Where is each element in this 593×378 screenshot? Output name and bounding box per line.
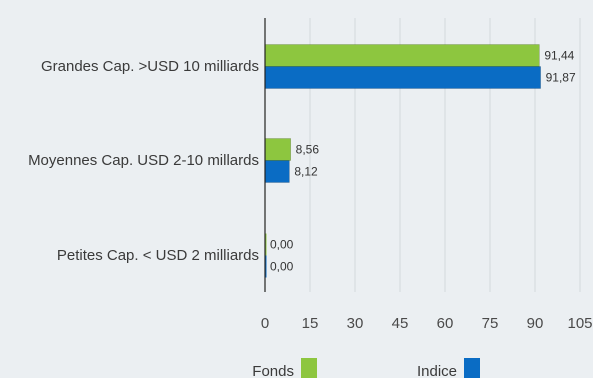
x-tick-label: 0 bbox=[261, 315, 269, 332]
category-label: Grandes Cap. >USD 10 milliards bbox=[41, 58, 259, 75]
bar-indice bbox=[265, 255, 267, 278]
data-label-fonds: 91,44 bbox=[544, 49, 574, 63]
x-tick-label: 30 bbox=[347, 315, 364, 332]
legend-swatch-indice bbox=[464, 358, 480, 378]
bar-fonds bbox=[265, 233, 267, 256]
data-label-fonds: 8,56 bbox=[296, 143, 320, 157]
data-labels: 91,44 91,87 8,56 8,12 0,00 0,00 bbox=[270, 49, 576, 274]
data-label-indice: 8,12 bbox=[294, 165, 318, 179]
x-tick-label: 90 bbox=[527, 315, 544, 332]
legend-swatch-fonds bbox=[301, 358, 317, 378]
bar-indice bbox=[264, 66, 541, 89]
data-label-indice: 91,87 bbox=[546, 71, 576, 85]
x-tick-labels: 0 15 30 45 60 75 90 105 bbox=[261, 315, 593, 332]
bar-fonds bbox=[264, 44, 540, 67]
category-labels: Grandes Cap. >USD 10 milliards Moyennes C… bbox=[28, 58, 259, 264]
x-tick-label: 105 bbox=[567, 315, 592, 332]
category-label: Petites Cap. < USD 2 milliards bbox=[57, 247, 259, 264]
x-tick-label: 75 bbox=[482, 315, 499, 332]
x-tick-label: 45 bbox=[392, 315, 409, 332]
bar-fonds bbox=[264, 138, 291, 161]
legend: Fonds Indice bbox=[252, 358, 480, 378]
bars bbox=[264, 44, 541, 278]
data-label-indice: 0,00 bbox=[270, 260, 294, 274]
legend-label-indice: Indice bbox=[417, 363, 457, 378]
x-tick-label: 15 bbox=[302, 315, 319, 332]
legend-label-fonds: Fonds bbox=[252, 363, 294, 378]
data-label-fonds: 0,00 bbox=[270, 238, 294, 252]
x-tick-label: 60 bbox=[437, 315, 454, 332]
bar-indice bbox=[264, 160, 290, 183]
category-label: Moyennes Cap. USD 2-10 millards bbox=[28, 152, 259, 169]
